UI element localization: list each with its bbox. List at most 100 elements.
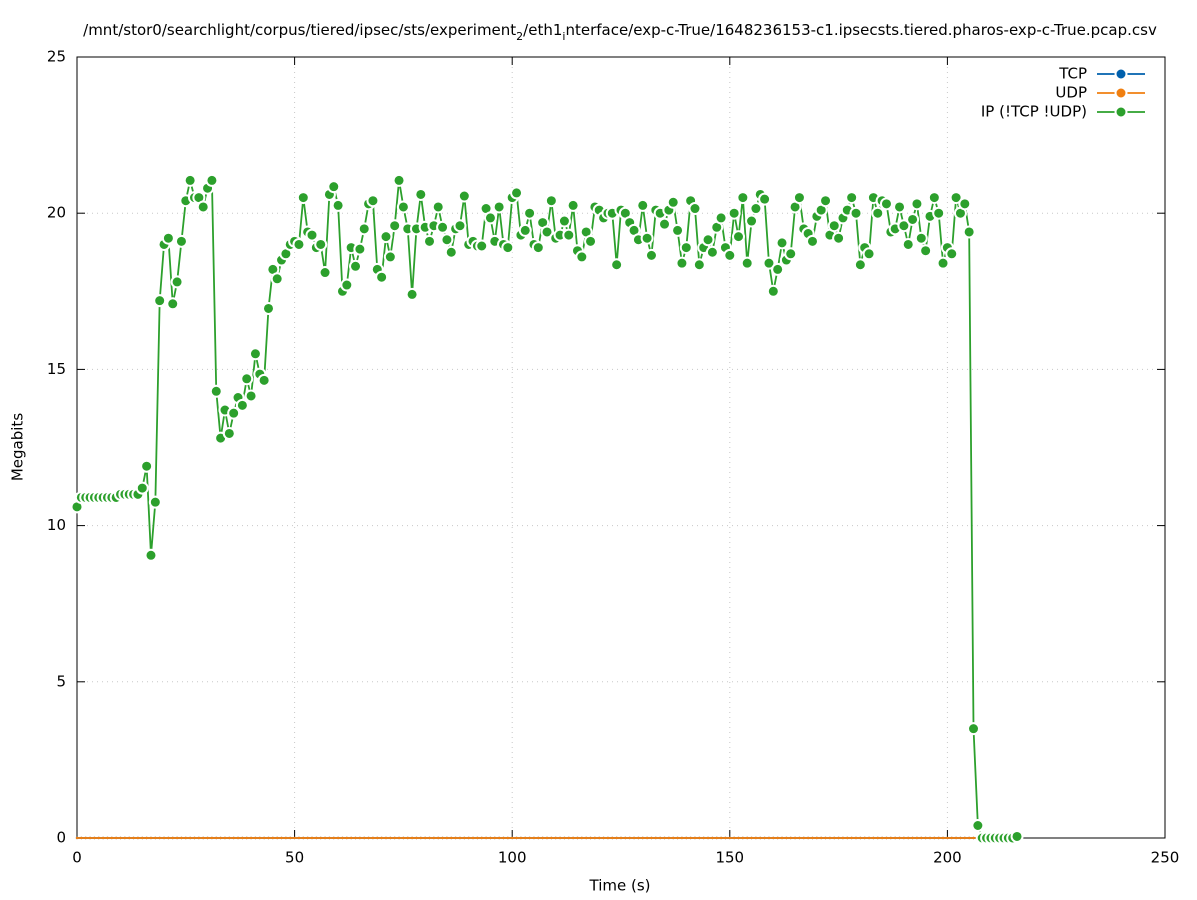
data-point bbox=[650, 836, 653, 840]
data-point bbox=[785, 836, 788, 840]
data-point bbox=[928, 836, 932, 840]
data-point bbox=[537, 836, 540, 840]
data-point bbox=[641, 836, 644, 840]
data-point bbox=[845, 191, 859, 205]
data-point bbox=[419, 836, 423, 840]
data-point bbox=[580, 836, 584, 840]
data-point bbox=[531, 241, 545, 255]
data-point bbox=[749, 202, 763, 216]
data-point bbox=[423, 234, 437, 248]
data-point bbox=[967, 722, 981, 736]
data-point bbox=[950, 836, 953, 840]
x-tick-label: 50 bbox=[285, 849, 304, 867]
data-point bbox=[632, 836, 636, 840]
data-point bbox=[963, 836, 967, 840]
data-point bbox=[833, 836, 836, 840]
data-point bbox=[893, 836, 897, 840]
data-point bbox=[349, 836, 353, 840]
data-point bbox=[431, 200, 445, 214]
data-point bbox=[232, 836, 235, 840]
data-point bbox=[941, 836, 945, 840]
data-point bbox=[358, 836, 362, 840]
y-tick-label: 5 bbox=[56, 672, 66, 690]
data-point bbox=[640, 231, 654, 245]
data-point bbox=[480, 836, 483, 840]
data-point bbox=[393, 836, 396, 840]
data-point bbox=[258, 836, 261, 840]
data-point bbox=[567, 836, 570, 840]
x-axis-label: Time (s) bbox=[589, 877, 651, 895]
legend-marker bbox=[1114, 105, 1128, 119]
data-point bbox=[946, 836, 949, 840]
data-point bbox=[345, 836, 349, 840]
data-point bbox=[353, 242, 367, 256]
data-point bbox=[563, 836, 566, 840]
data-point bbox=[967, 836, 971, 840]
data-point bbox=[885, 836, 888, 840]
data-point bbox=[728, 836, 731, 840]
data-point bbox=[119, 836, 122, 840]
data-point bbox=[675, 256, 689, 270]
legend-marker bbox=[1114, 86, 1128, 100]
data-point bbox=[867, 836, 871, 840]
data-point bbox=[518, 223, 532, 237]
data-point bbox=[506, 836, 510, 840]
data-point bbox=[293, 836, 296, 840]
data-point bbox=[167, 836, 170, 840]
legend-label: UDP bbox=[1055, 84, 1087, 102]
data-point bbox=[184, 836, 187, 840]
data-point bbox=[954, 836, 958, 840]
data-point bbox=[410, 836, 414, 840]
x-tick-label: 0 bbox=[72, 849, 82, 867]
data-point bbox=[680, 836, 684, 840]
data-point bbox=[406, 836, 409, 840]
legend-marker bbox=[1114, 67, 1128, 81]
data-point bbox=[693, 836, 697, 840]
data-point bbox=[841, 836, 845, 840]
data-point bbox=[715, 836, 718, 840]
data-point bbox=[453, 219, 467, 233]
legend-label: IP (!TCP !UDP) bbox=[981, 103, 1087, 121]
data-point bbox=[901, 237, 915, 251]
x-tick-label: 200 bbox=[933, 849, 962, 867]
data-point bbox=[679, 241, 693, 255]
data-point bbox=[236, 836, 240, 840]
data-point bbox=[736, 191, 750, 205]
chart-title: /mnt/stor0/searchlight/corpus/tiered/ips… bbox=[83, 21, 1157, 43]
data-point bbox=[93, 836, 96, 840]
title-part: i bbox=[562, 30, 565, 43]
data-point bbox=[798, 836, 801, 840]
data-point bbox=[766, 284, 780, 298]
data-point bbox=[384, 836, 388, 840]
data-point bbox=[667, 836, 671, 840]
data-point bbox=[907, 836, 910, 840]
data-point bbox=[280, 836, 283, 840]
data-point bbox=[332, 836, 335, 840]
data-point bbox=[383, 250, 397, 264]
data-point bbox=[789, 836, 792, 840]
data-point bbox=[328, 836, 331, 840]
data-point bbox=[598, 836, 601, 840]
data-point bbox=[389, 836, 392, 840]
data-point bbox=[450, 836, 453, 840]
data-point bbox=[367, 836, 370, 840]
data-point bbox=[540, 225, 554, 239]
data-point bbox=[719, 836, 723, 840]
data-point bbox=[832, 231, 846, 245]
data-point bbox=[828, 836, 832, 840]
data-point bbox=[414, 187, 428, 201]
data-point bbox=[746, 836, 749, 840]
data-point bbox=[897, 219, 911, 233]
data-point bbox=[767, 836, 771, 840]
data-point bbox=[223, 836, 227, 840]
data-point bbox=[166, 297, 180, 311]
data-point bbox=[144, 548, 158, 562]
title-part: /eth1 bbox=[523, 21, 562, 39]
data-point bbox=[837, 836, 840, 840]
data-point bbox=[314, 237, 328, 251]
data-point bbox=[275, 836, 279, 840]
data-point bbox=[197, 836, 201, 840]
data-point bbox=[484, 836, 488, 840]
y-tick-label: 25 bbox=[47, 48, 66, 66]
